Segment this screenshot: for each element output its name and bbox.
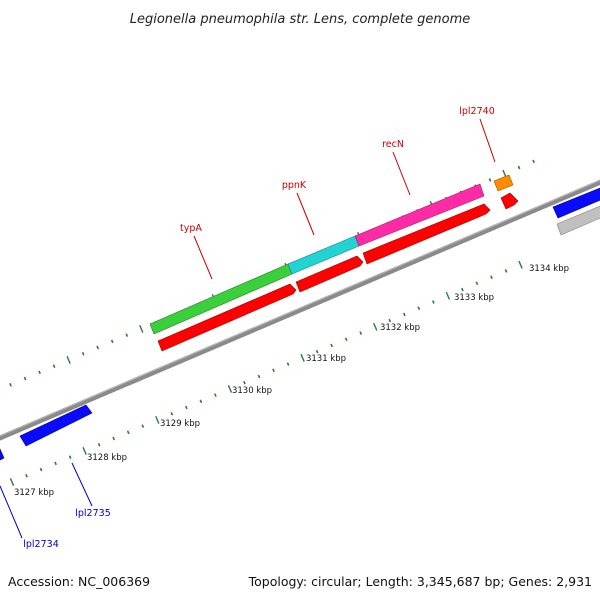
outer-tick — [23, 376, 27, 381]
inner-tick — [54, 461, 57, 466]
inner-tick — [490, 275, 493, 279]
inner-tick — [286, 362, 290, 366]
gene-right-gray[interactable] — [556, 204, 600, 236]
inner-tick — [126, 430, 130, 435]
gene-recN[interactable] — [354, 183, 485, 247]
inner-tick — [97, 442, 101, 447]
inner-tick — [243, 380, 246, 385]
genome-backbone-highlight — [0, 179, 600, 437]
gene-label-lpl2740: lpl2740 — [459, 106, 495, 117]
outer-tick — [488, 178, 492, 182]
outer-tick — [96, 345, 100, 350]
inner-tick — [184, 405, 188, 410]
scale-label-3128: 3128 kbp — [87, 453, 127, 463]
gene-label-lpl2734: lpl2734 — [23, 539, 59, 550]
scale-label-3133: 3133 kbp — [454, 293, 494, 303]
inner-tick — [432, 300, 435, 304]
scale-label-3132: 3132 kbp — [380, 323, 420, 333]
outer-tick — [9, 383, 12, 387]
scale-label-3134: 3134 kbp — [529, 264, 569, 274]
inner-tick — [82, 447, 87, 455]
scale-label-3129: 3129 kbp — [160, 419, 200, 429]
cds-recN[interactable] — [362, 203, 491, 265]
topology-summary: Topology: circular; Length: 3,345,687 bp… — [248, 574, 592, 589]
inner-tick — [475, 281, 479, 286]
inner-tick — [315, 349, 319, 354]
inner-tick — [300, 353, 305, 362]
cds-lpl2740[interactable] — [500, 192, 519, 210]
inner-tick — [227, 384, 233, 393]
inner-tick — [344, 337, 348, 342]
gene-label-recN: recN — [382, 139, 404, 150]
scale-label-3127: 3127 kbp — [14, 488, 54, 498]
inner-tick — [461, 287, 464, 292]
inner-tick — [155, 415, 160, 424]
cds-typA[interactable] — [157, 283, 297, 352]
callouts — [0, 118, 496, 539]
outer-tick — [66, 356, 71, 364]
inner-tick — [445, 291, 451, 300]
inner-tick — [504, 269, 508, 273]
outer-tick — [532, 159, 535, 164]
inner-tick-track — [9, 260, 523, 486]
inner-tick — [112, 436, 116, 441]
outer-tick — [110, 339, 114, 344]
map-title: Legionella pneumophila str. Lens, comple… — [130, 12, 471, 27]
inner-tick — [214, 393, 217, 397]
outer-tick — [38, 370, 41, 375]
gene-label-ppnK: ppnK — [282, 180, 307, 191]
inner-tick — [9, 478, 15, 486]
gene-right-blue[interactable] — [552, 186, 600, 219]
cds-ppnK[interactable] — [295, 255, 364, 293]
inner-tick — [518, 260, 523, 269]
inner-tick — [68, 455, 72, 459]
inner-tick — [39, 467, 43, 472]
outer-tick — [52, 364, 56, 368]
inner-tick — [141, 424, 145, 428]
inner-tick — [170, 411, 174, 416]
accession-text: Accession: NC_006369 — [8, 574, 150, 589]
inner-tick — [388, 318, 392, 323]
outer-tick — [139, 324, 144, 333]
inner-tick — [25, 474, 28, 478]
genome-backbone — [0, 179, 600, 441]
inner-tick — [402, 312, 406, 317]
gene-label-lpl2735: lpl2735 — [75, 508, 111, 519]
outer-tick — [81, 351, 85, 356]
gene-lpl2735[interactable] — [19, 404, 93, 447]
scale-label-3130: 3130 kbp — [232, 386, 272, 396]
outer-tick — [125, 333, 129, 337]
inner-tick — [330, 343, 334, 348]
gene-label-typA: typA — [180, 223, 202, 234]
inner-tick — [373, 322, 378, 331]
feature-track — [0, 174, 600, 461]
gene-lpl2740[interactable] — [493, 174, 514, 192]
inner-tick — [417, 306, 421, 310]
inner-tick — [199, 399, 203, 404]
scale-label-3131: 3131 kbp — [306, 354, 346, 364]
outer-tick — [517, 165, 521, 170]
inner-tick — [359, 331, 363, 335]
gene-lpl2734[interactable] — [0, 448, 5, 461]
inner-tick — [257, 374, 261, 379]
inner-tick — [272, 368, 275, 373]
